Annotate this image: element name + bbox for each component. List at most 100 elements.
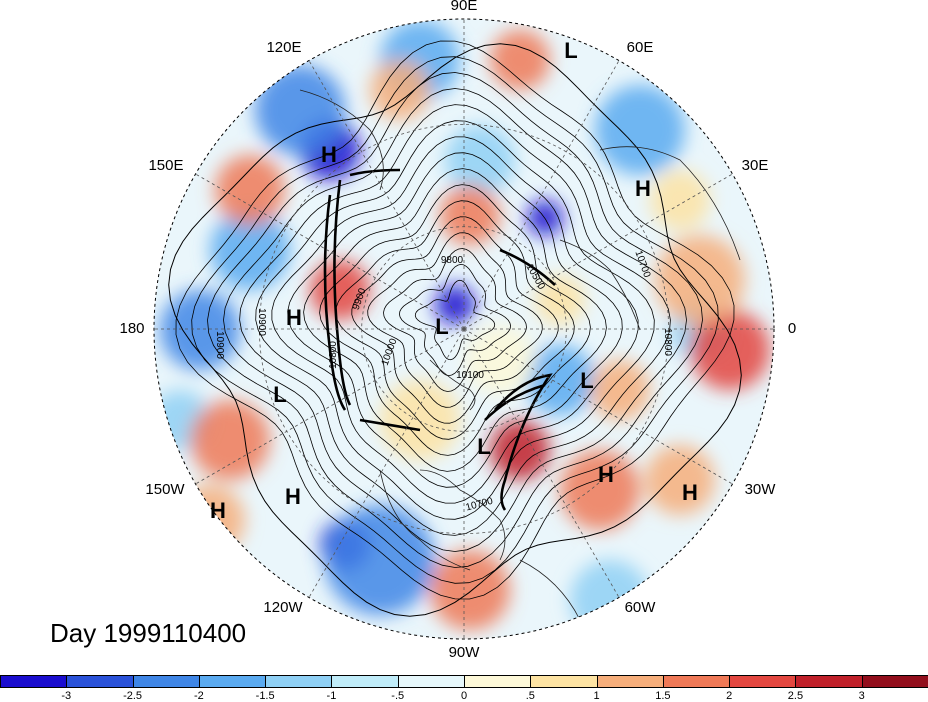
colorbar-tick-label: 1: [593, 690, 600, 702]
anomaly-blob: [370, 60, 430, 120]
colorbar-tick-label: 2.5: [787, 690, 804, 702]
date-title: Day 1999110400: [50, 618, 247, 648]
anomaly-blob: [445, 125, 515, 195]
colorbar-swatch: [397, 675, 465, 688]
meridian-line: [463, 60, 620, 330]
contour-value-label: 10800: [328, 341, 339, 369]
meridian-line: [463, 328, 620, 598]
anomaly-blob: [160, 290, 240, 370]
anomaly-blob: [490, 30, 550, 90]
longitude-label: 60W: [625, 599, 657, 616]
colorbar-tick-label: 2: [726, 690, 733, 702]
colorbar-swatch: [662, 675, 731, 688]
colorbar-swatch: [132, 675, 200, 688]
longitude-label: 90E: [451, 0, 478, 14]
colorbar-swatch: [66, 675, 134, 688]
anomaly-blob: [190, 400, 270, 480]
anomaly-blob: [210, 210, 290, 290]
high-pressure-label: H: [635, 176, 651, 201]
colorbar: -3 -2.5 -2 -1.5 -1 -.5 0 .5 1 1.5 2 2.5 3: [0, 675, 928, 702]
meridian-line: [195, 328, 465, 485]
anomaly-blob: [255, 65, 345, 155]
colorbar-tick-label: -2: [193, 690, 204, 702]
anomaly-blob: [430, 550, 510, 630]
low-pressure-label: L: [477, 434, 490, 459]
contour-value-label: 10900: [214, 331, 225, 359]
coastline: [429, 359, 476, 411]
meridian-line: [308, 60, 465, 330]
anomaly-blob: [325, 505, 435, 615]
colorbar-tick-label: -1.5: [255, 690, 275, 702]
meridian-line: [463, 173, 733, 330]
colorbar-tick-label: -1: [326, 690, 337, 702]
anomaly-blob: [435, 285, 475, 325]
jet-contour: [484, 383, 546, 421]
longitude-label: 150E: [148, 157, 183, 174]
coastline: [559, 239, 641, 331]
colorbar-swatch: [198, 675, 267, 688]
coastline: [519, 559, 581, 621]
anomaly-field: [154, 19, 774, 639]
colorbar-tick-label: -2.5: [123, 690, 143, 702]
height-contour: [175, 40, 735, 600]
low-pressure-label: L: [564, 38, 577, 63]
low-pressure-label: L: [273, 382, 286, 407]
anomaly-blob: [655, 235, 745, 325]
colorbar-swatch: [331, 675, 399, 688]
high-pressure-label: H: [210, 498, 226, 523]
low-pressure-label: L: [435, 314, 448, 339]
meridian-line: [308, 328, 465, 598]
anomaly-blob: [465, 325, 535, 395]
longitude-label: 90W: [449, 644, 481, 661]
anomaly-blob: [560, 450, 640, 530]
height-contour: [239, 104, 671, 536]
longitude-label: 180: [119, 320, 144, 337]
height-contour: [191, 56, 719, 584]
height-contour: [168, 43, 742, 617]
longitude-label: 120W: [263, 599, 303, 616]
colorbar-swatch: [464, 675, 532, 688]
high-pressure-label: H: [321, 142, 337, 167]
coastline: [379, 469, 471, 571]
height-contour: [255, 120, 655, 520]
height-contour: [383, 248, 527, 392]
height-contour: [351, 216, 559, 424]
anomaly-blob: [650, 170, 710, 230]
coastline: [299, 89, 384, 191]
longitude-label: 150W: [145, 481, 185, 498]
anomaly-blob: [690, 310, 770, 390]
longitude-label: 120E: [266, 39, 301, 56]
meridian-line: [463, 328, 733, 485]
low-pressure-label: L: [580, 368, 593, 393]
anomaly-blob: [380, 380, 460, 460]
jet-contour: [359, 418, 421, 432]
jet-contour: [333, 179, 352, 406]
coastline: [419, 469, 506, 561]
anomaly-blob: [525, 345, 595, 415]
high-pressure-label: H: [598, 462, 614, 487]
height-contour: [207, 72, 703, 568]
colorbar-swatch: [729, 675, 797, 688]
height-contour: [223, 88, 687, 552]
colorbar-tick-label: .5: [525, 690, 535, 702]
anomaly-blob: [440, 185, 500, 245]
colorbar-tick-label: 3: [858, 690, 865, 702]
longitude-label: 30W: [745, 481, 777, 498]
jet-contour: [499, 248, 556, 286]
longitude-label: 0: [788, 320, 796, 337]
colorbar-tick-label: 0: [460, 690, 468, 702]
high-pressure-label: H: [286, 305, 302, 330]
longitude-label: 60E: [627, 39, 654, 56]
colorbar-swatch: [861, 675, 928, 688]
height-contour: [398, 263, 512, 377]
height-contour: [303, 168, 607, 472]
colorbar-swatch: [795, 675, 863, 688]
coastline: [599, 146, 741, 261]
contour-value-label: 10800: [662, 328, 673, 356]
colorbar-tick-label: 1.5: [655, 690, 671, 702]
colorbar-tick-label: -3: [61, 690, 72, 702]
map-border: [153, 18, 775, 640]
colorbar-swatch: [530, 675, 598, 688]
height-contour: [287, 152, 623, 488]
